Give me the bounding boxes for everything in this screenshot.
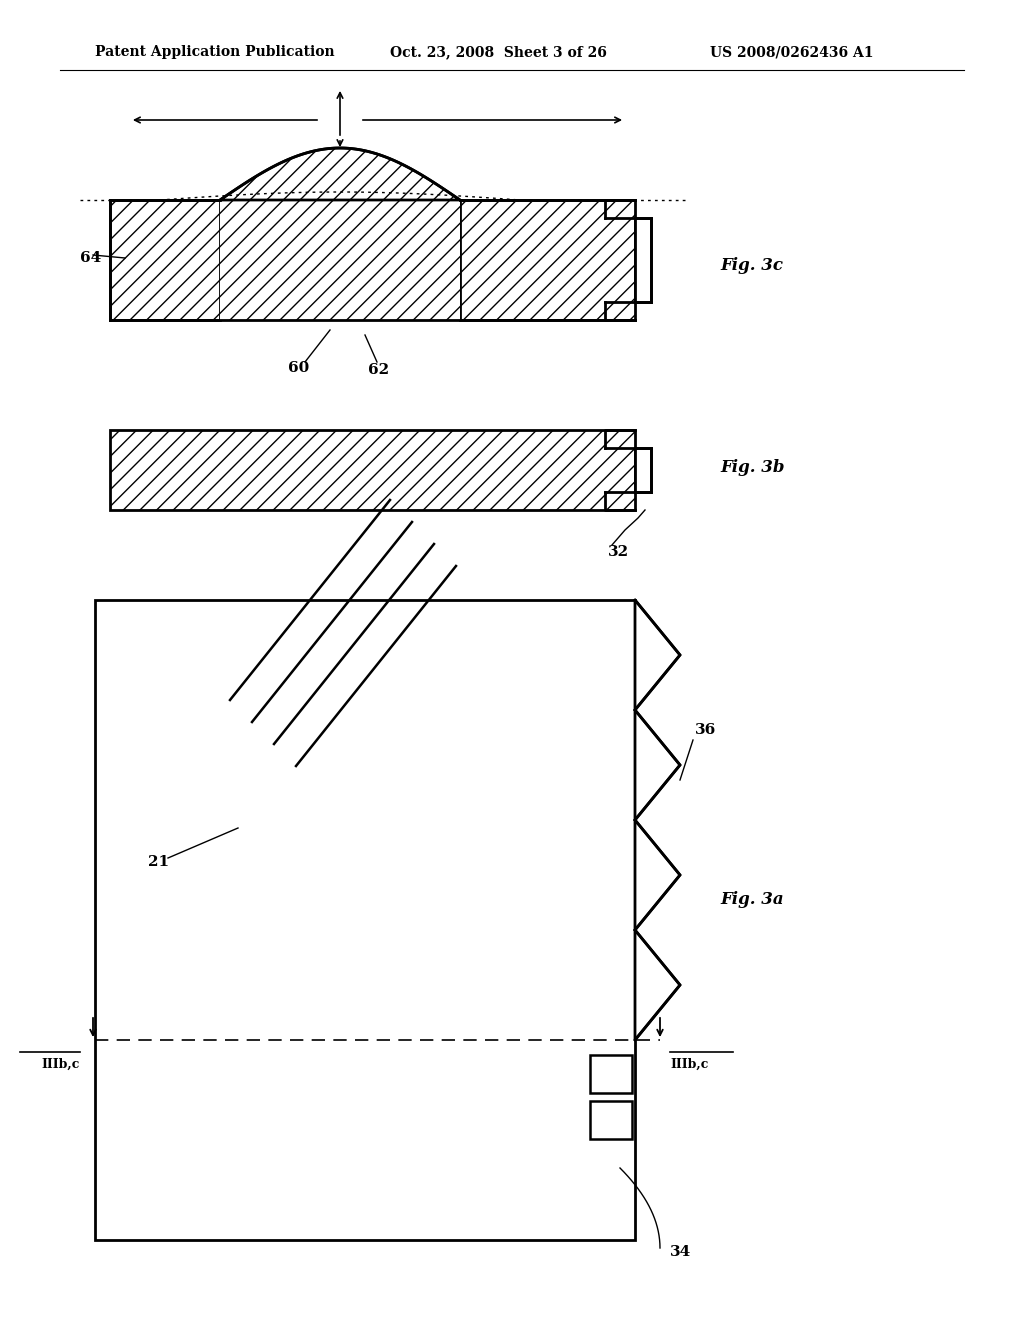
Text: IIIb,c: IIIb,c xyxy=(42,1059,80,1071)
Text: IIIb,c: IIIb,c xyxy=(670,1059,709,1071)
Text: 32: 32 xyxy=(608,545,629,558)
Bar xyxy=(220,201,460,319)
Polygon shape xyxy=(635,820,680,931)
Bar xyxy=(460,201,635,319)
Polygon shape xyxy=(635,601,680,710)
Text: US 2008/0262436 A1: US 2008/0262436 A1 xyxy=(710,45,873,59)
Bar xyxy=(110,201,220,319)
Text: 36: 36 xyxy=(695,723,716,737)
Text: 62: 62 xyxy=(368,363,389,378)
Polygon shape xyxy=(635,710,680,820)
Text: Fig. 3b: Fig. 3b xyxy=(720,459,784,477)
Bar xyxy=(590,1101,632,1139)
Polygon shape xyxy=(220,148,460,201)
Text: 34: 34 xyxy=(670,1245,691,1259)
Bar xyxy=(590,1055,632,1093)
Text: Fig. 3a: Fig. 3a xyxy=(720,891,783,908)
Text: Patent Application Publication: Patent Application Publication xyxy=(95,45,335,59)
Text: Fig. 3c: Fig. 3c xyxy=(720,256,783,273)
Text: 60: 60 xyxy=(288,360,309,375)
Text: Oct. 23, 2008  Sheet 3 of 26: Oct. 23, 2008 Sheet 3 of 26 xyxy=(390,45,607,59)
Text: 21: 21 xyxy=(148,855,169,869)
Bar xyxy=(635,218,651,302)
Text: 64: 64 xyxy=(80,251,101,265)
Bar xyxy=(95,601,635,1239)
Bar xyxy=(110,430,635,510)
Bar xyxy=(635,447,651,492)
Polygon shape xyxy=(635,931,680,1040)
